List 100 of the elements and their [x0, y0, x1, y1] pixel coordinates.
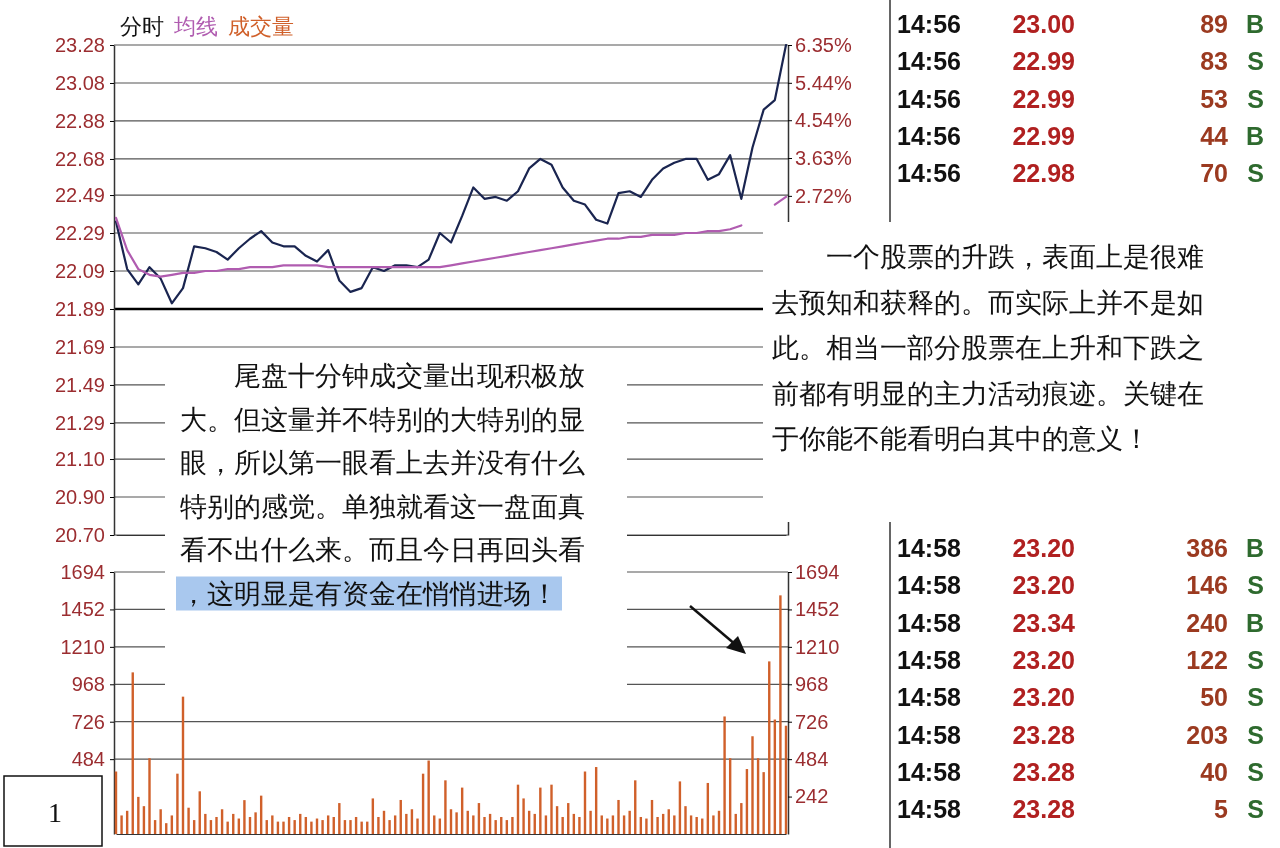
bar — [539, 787, 542, 834]
y2-tick-label: 5.44% — [795, 71, 852, 94]
bar — [254, 812, 257, 834]
text: 14:56 22.99 53 S — [897, 84, 1264, 113]
bar — [455, 812, 458, 834]
bar — [271, 815, 274, 834]
bar — [293, 820, 296, 834]
bar — [645, 818, 648, 834]
y-tick-label: 20.70 — [54, 523, 105, 546]
bar — [483, 816, 486, 834]
y-tick-label: 21.89 — [54, 297, 105, 320]
bar — [606, 818, 609, 834]
y2-tick-label: 1210 — [795, 635, 840, 658]
bar — [243, 800, 246, 834]
bar — [779, 595, 782, 834]
bar — [511, 816, 514, 834]
bar — [427, 760, 430, 834]
y-tick-label: 22.49 — [54, 183, 105, 206]
text: 14:58 23.20 386 B — [897, 534, 1264, 562]
bar — [137, 796, 140, 834]
bar — [494, 820, 497, 834]
text: 14:58 23.28 203 S — [897, 720, 1264, 749]
y-tick-label: 23.28 — [54, 33, 105, 56]
text: 14:58 23.20 122 S — [897, 645, 1264, 674]
bar — [712, 815, 715, 834]
bar — [226, 821, 229, 834]
bar — [561, 816, 564, 834]
bar — [740, 803, 743, 834]
bar — [444, 780, 447, 834]
bar — [338, 803, 341, 834]
y2-tick-label: 968 — [795, 673, 829, 696]
bar — [673, 815, 676, 834]
annotation: 尾盘十分钟成交量出现积极放大。但这量并不特别的大特别的显眼，所以第一眼看上去并没有什么特别的感觉。单独就看这一盘面真看不出什么来。而且今日再回头看，这明显是有资金在悄悄进场！ — [180, 361, 585, 609]
y-tick-label: 22.88 — [54, 109, 105, 132]
text: 1 — [48, 797, 62, 828]
bar — [589, 810, 592, 834]
y-tick-label: 1694 — [60, 560, 105, 583]
text: 14:58 23.20 50 S — [897, 683, 1264, 712]
y2-tick-label: 4.54% — [795, 109, 852, 132]
text: 成交量 — [228, 14, 294, 39]
y2-tick-label: 3.63% — [795, 146, 852, 169]
text: 14:56 22.99 83 S — [897, 47, 1264, 76]
bar — [215, 816, 218, 834]
y2-tick-label: 1452 — [795, 598, 840, 621]
y-tick-label: 1210 — [60, 635, 105, 658]
bar — [656, 816, 659, 834]
bar — [377, 816, 380, 834]
text: 14:56 23.00 89 B — [897, 10, 1264, 38]
bar — [472, 815, 475, 834]
bar — [349, 820, 352, 834]
bar — [310, 821, 313, 834]
text: 14:58 23.34 240 B — [897, 608, 1264, 637]
bar — [187, 807, 190, 834]
y-tick-label: 21.29 — [54, 411, 105, 434]
y2-tick-label: 484 — [795, 748, 829, 771]
y-tick-label: 21.49 — [54, 373, 105, 396]
y2-tick-label: 726 — [795, 710, 829, 733]
y2-tick-label: 1694 — [795, 560, 840, 583]
bar — [550, 784, 553, 834]
bar — [617, 799, 620, 834]
y2-tick-label: 6.35% — [795, 33, 852, 56]
chart-title: 分时 — [120, 14, 164, 39]
bar — [416, 818, 419, 834]
y-tick-label: 726 — [71, 710, 105, 733]
bar — [751, 736, 754, 834]
y2-tick-label: 242 — [795, 785, 829, 808]
y-tick-label: 21.69 — [54, 335, 105, 358]
y-tick-label: 22.29 — [54, 221, 105, 244]
text: 14:58 23.28 40 S — [897, 757, 1264, 786]
bar — [578, 816, 581, 834]
bar — [723, 716, 726, 834]
y-tick-label: 20.90 — [54, 485, 105, 508]
annotation: 一个股票的升跌，表面上是很难去预知和获释的。而实际上并不是如此。相当一部分股票在上升和下跌之前都有明显的主力活动痕迹。关键在于你能不能看明白其中的意义！ — [772, 242, 1204, 454]
bar — [120, 815, 123, 834]
bar — [321, 820, 324, 834]
bar — [628, 810, 631, 834]
bar — [388, 820, 391, 834]
bar — [282, 821, 285, 834]
text: 14:58 23.28 5 S — [897, 795, 1264, 824]
bar — [405, 813, 408, 834]
bar — [762, 772, 765, 834]
text: 14:58 23.20 146 S — [897, 571, 1264, 600]
text: 14:56 22.99 44 B — [897, 121, 1264, 150]
bar — [360, 821, 363, 834]
bar — [684, 806, 687, 834]
y2-tick-label: 2.72% — [795, 184, 852, 207]
bar — [148, 758, 151, 834]
y-tick-label: 22.09 — [54, 259, 105, 282]
bar — [176, 773, 179, 834]
y-tick-label: 23.08 — [54, 71, 105, 94]
bar — [695, 816, 698, 834]
y-tick-label: 484 — [71, 748, 105, 771]
bar — [159, 809, 162, 834]
y-tick-label: 22.68 — [54, 147, 105, 170]
text: 均线 — [173, 14, 218, 39]
bar — [204, 813, 207, 834]
y-tick-label: 21.10 — [54, 447, 105, 470]
y-tick-label: 968 — [71, 673, 105, 696]
text: 14:56 22.98 70 S — [897, 159, 1264, 188]
y-tick-label: 1452 — [60, 598, 105, 621]
